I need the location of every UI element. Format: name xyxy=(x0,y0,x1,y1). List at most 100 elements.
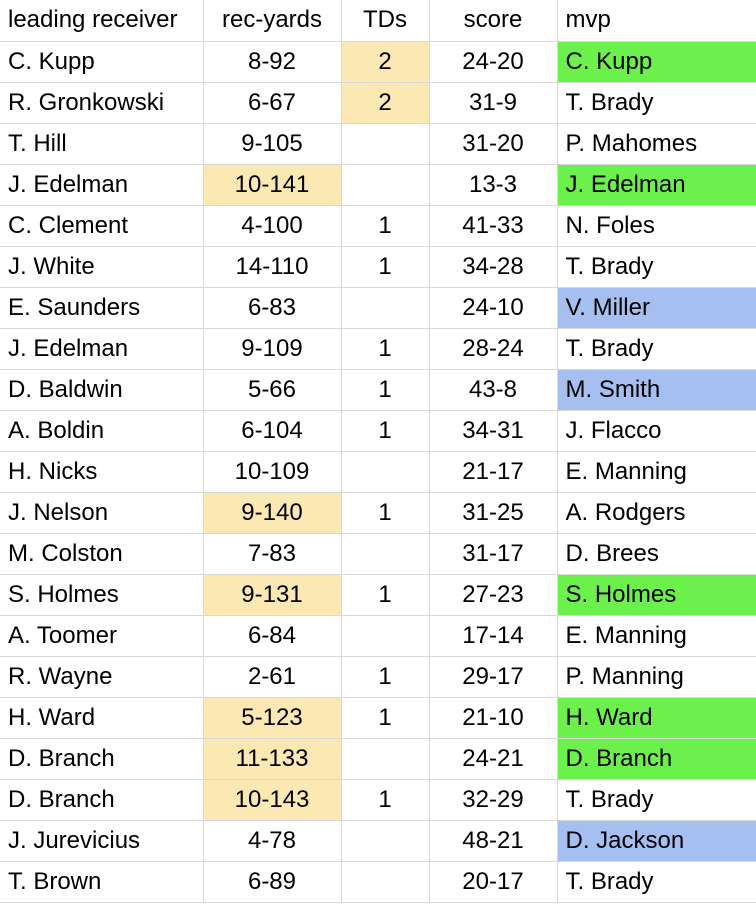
tds-cell[interactable]: 1 xyxy=(341,779,430,821)
mvp-cell[interactable]: T. Brady xyxy=(557,328,756,370)
tds-cell[interactable]: 1 xyxy=(341,205,430,247)
rec-yards-cell[interactable]: 9-131 xyxy=(203,574,342,616)
rec-yards-cell[interactable]: 5-66 xyxy=(203,369,342,411)
tds-cell[interactable]: 1 xyxy=(341,328,430,370)
tds-cell[interactable]: 1 xyxy=(341,410,430,452)
mvp-cell[interactable]: T. Brady xyxy=(557,246,756,288)
score-cell[interactable]: 41-33 xyxy=(429,205,558,247)
header-cell-mvp[interactable]: mvp xyxy=(557,0,756,42)
tds-cell[interactable] xyxy=(341,123,430,165)
mvp-cell[interactable]: J. Edelman xyxy=(557,164,756,206)
mvp-cell[interactable]: S. Holmes xyxy=(557,574,756,616)
mvp-cell[interactable]: D. Jackson xyxy=(557,820,756,862)
score-cell[interactable]: 48-21 xyxy=(429,820,558,862)
receiver-cell[interactable]: C. Kupp xyxy=(0,41,204,83)
receiver-cell[interactable]: C. Clement xyxy=(0,205,204,247)
rec-yards-cell[interactable]: 11-133 xyxy=(203,738,342,780)
tds-cell[interactable] xyxy=(341,451,430,493)
mvp-cell[interactable]: D. Branch xyxy=(557,738,756,780)
header-cell-score[interactable]: score xyxy=(429,0,558,42)
score-cell[interactable]: 32-29 xyxy=(429,779,558,821)
rec-yards-cell[interactable]: 9-140 xyxy=(203,492,342,534)
score-cell[interactable]: 20-17 xyxy=(429,861,558,903)
score-cell[interactable]: 34-28 xyxy=(429,246,558,288)
score-cell[interactable]: 31-25 xyxy=(429,492,558,534)
rec-yards-cell[interactable]: 6-83 xyxy=(203,287,342,329)
mvp-cell[interactable]: P. Manning xyxy=(557,656,756,698)
score-cell[interactable]: 28-24 xyxy=(429,328,558,370)
receiver-cell[interactable]: J. Nelson xyxy=(0,492,204,534)
rec-yards-cell[interactable]: 5-123 xyxy=(203,697,342,739)
rec-yards-cell[interactable]: 6-84 xyxy=(203,615,342,657)
tds-cell[interactable] xyxy=(341,738,430,780)
rec-yards-cell[interactable]: 7-83 xyxy=(203,533,342,575)
mvp-cell[interactable]: N. Foles xyxy=(557,205,756,247)
rec-yards-cell[interactable]: 9-109 xyxy=(203,328,342,370)
receiver-cell[interactable]: R. Gronkowski xyxy=(0,82,204,124)
score-cell[interactable]: 31-17 xyxy=(429,533,558,575)
mvp-cell[interactable]: M. Smith xyxy=(557,369,756,411)
score-cell[interactable]: 31-20 xyxy=(429,123,558,165)
receiver-cell[interactable]: J. Jurevicius xyxy=(0,820,204,862)
rec-yards-cell[interactable]: 9-105 xyxy=(203,123,342,165)
tds-cell[interactable]: 1 xyxy=(341,246,430,288)
score-cell[interactable]: 27-23 xyxy=(429,574,558,616)
rec-yards-cell[interactable]: 8-92 xyxy=(203,41,342,83)
tds-cell[interactable]: 1 xyxy=(341,656,430,698)
rec-yards-cell[interactable]: 14-110 xyxy=(203,246,342,288)
score-cell[interactable]: 21-10 xyxy=(429,697,558,739)
mvp-cell[interactable]: A. Rodgers xyxy=(557,492,756,534)
score-cell[interactable]: 24-10 xyxy=(429,287,558,329)
receiver-cell[interactable]: D. Baldwin xyxy=(0,369,204,411)
tds-cell[interactable]: 2 xyxy=(341,82,430,124)
mvp-cell[interactable]: D. Brees xyxy=(557,533,756,575)
score-cell[interactable]: 13-3 xyxy=(429,164,558,206)
score-cell[interactable]: 17-14 xyxy=(429,615,558,657)
receiver-cell[interactable]: E. Saunders xyxy=(0,287,204,329)
receiver-cell[interactable]: D. Branch xyxy=(0,779,204,821)
rec-yards-cell[interactable]: 6-67 xyxy=(203,82,342,124)
receiver-cell[interactable]: D. Branch xyxy=(0,738,204,780)
tds-cell[interactable] xyxy=(341,533,430,575)
mvp-cell[interactable]: T. Brady xyxy=(557,779,756,821)
tds-cell[interactable]: 1 xyxy=(341,697,430,739)
receiver-cell[interactable]: T. Hill xyxy=(0,123,204,165)
rec-yards-cell[interactable]: 10-143 xyxy=(203,779,342,821)
rec-yards-cell[interactable]: 4-78 xyxy=(203,820,342,862)
mvp-cell[interactable]: C. Kupp xyxy=(557,41,756,83)
receiver-cell[interactable]: J. White xyxy=(0,246,204,288)
mvp-cell[interactable]: T. Brady xyxy=(557,861,756,903)
receiver-cell[interactable]: J. Edelman xyxy=(0,328,204,370)
tds-cell[interactable]: 2 xyxy=(341,41,430,83)
score-cell[interactable]: 24-21 xyxy=(429,738,558,780)
score-cell[interactable]: 43-8 xyxy=(429,369,558,411)
rec-yards-cell[interactable]: 10-141 xyxy=(203,164,342,206)
header-cell-leading-receiver[interactable]: leading receiver xyxy=(0,0,204,42)
mvp-cell[interactable]: E. Manning xyxy=(557,451,756,493)
receiver-cell[interactable]: R. Wayne xyxy=(0,656,204,698)
mvp-cell[interactable]: T. Brady xyxy=(557,82,756,124)
tds-cell[interactable] xyxy=(341,820,430,862)
receiver-cell[interactable]: S. Holmes xyxy=(0,574,204,616)
tds-cell[interactable] xyxy=(341,287,430,329)
mvp-cell[interactable]: E. Manning xyxy=(557,615,756,657)
rec-yards-cell[interactable]: 6-89 xyxy=(203,861,342,903)
tds-cell[interactable] xyxy=(341,861,430,903)
header-cell-tds[interactable]: TDs xyxy=(341,0,430,42)
score-cell[interactable]: 21-17 xyxy=(429,451,558,493)
receiver-cell[interactable]: A. Toomer xyxy=(0,615,204,657)
receiver-cell[interactable]: M. Colston xyxy=(0,533,204,575)
receiver-cell[interactable]: J. Edelman xyxy=(0,164,204,206)
tds-cell[interactable] xyxy=(341,164,430,206)
tds-cell[interactable]: 1 xyxy=(341,574,430,616)
receiver-cell[interactable]: A. Boldin xyxy=(0,410,204,452)
mvp-cell[interactable]: H. Ward xyxy=(557,697,756,739)
tds-cell[interactable]: 1 xyxy=(341,369,430,411)
mvp-cell[interactable]: V. Miller xyxy=(557,287,756,329)
mvp-cell[interactable]: J. Flacco xyxy=(557,410,756,452)
rec-yards-cell[interactable]: 4-100 xyxy=(203,205,342,247)
receiver-cell[interactable]: T. Brown xyxy=(0,861,204,903)
receiver-cell[interactable]: H. Ward xyxy=(0,697,204,739)
mvp-cell[interactable]: P. Mahomes xyxy=(557,123,756,165)
tds-cell[interactable] xyxy=(341,615,430,657)
